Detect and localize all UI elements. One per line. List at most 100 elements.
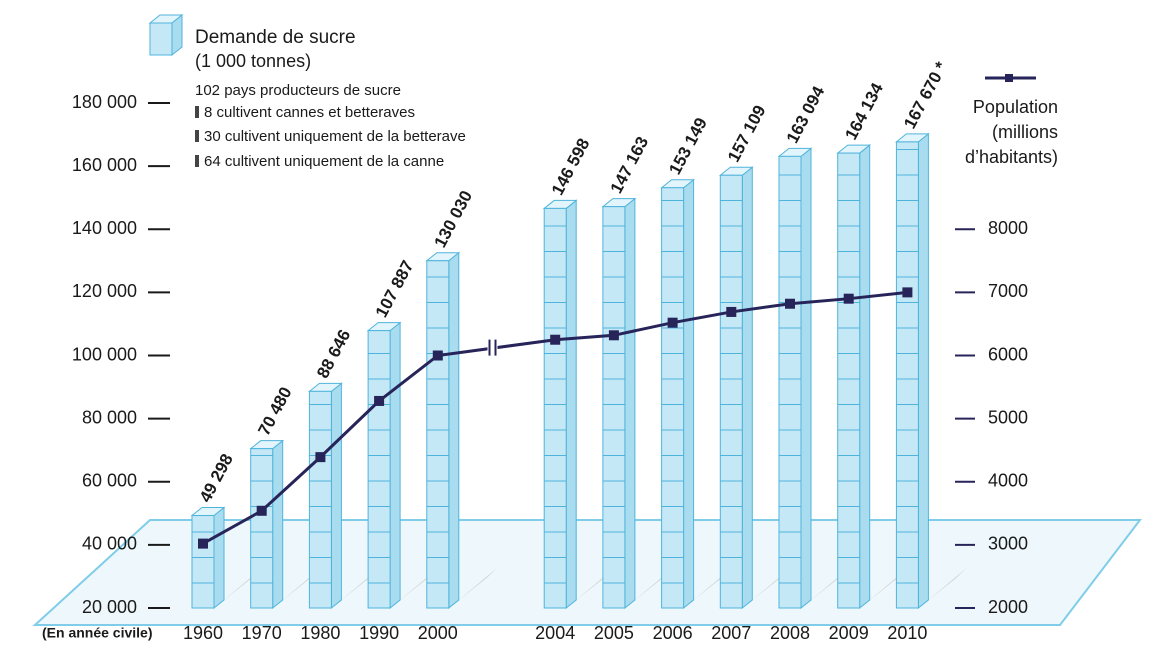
bar-side: [272, 439, 284, 610]
bar: [425, 251, 461, 610]
bar: [894, 132, 930, 610]
y2-tick-label: 8000: [988, 218, 1028, 238]
y2-tick-label: 5000: [988, 407, 1028, 427]
bar: [601, 197, 637, 610]
value-label: 157 109: [724, 102, 770, 165]
x-tick-label: 2000: [418, 623, 458, 643]
bar-front: [837, 152, 861, 609]
bar-front: [895, 141, 919, 609]
bar-side: [624, 197, 636, 610]
x-tick-label: 2009: [829, 623, 869, 643]
x-tick-label: 2008: [770, 623, 810, 643]
bar-front: [602, 206, 626, 609]
y-tick-label: 140 000: [72, 218, 137, 238]
note: 30 cultivent uniquement de la betterave: [204, 128, 466, 145]
bar-side: [917, 132, 929, 610]
y-tick-label: 180 000: [72, 92, 137, 112]
y2-tick-label: 2000: [988, 597, 1028, 617]
bar-front: [191, 515, 215, 609]
population-marker: [843, 293, 854, 304]
note: 8 cultivent cannes et betteraves: [204, 104, 415, 121]
x-tick-label: 2010: [887, 623, 927, 643]
bar-side: [389, 321, 401, 610]
value-label: 153 149: [665, 115, 711, 178]
bar-front: [308, 390, 332, 609]
y2-tick-label: 7000: [988, 281, 1028, 301]
value-label: 70 480: [254, 384, 295, 439]
value-label: 146 598: [548, 135, 594, 198]
bar-front: [661, 187, 685, 609]
population-marker: [315, 452, 326, 463]
bar-front: [250, 448, 274, 609]
bar-front: [719, 174, 743, 609]
y2-unit: (millions: [992, 122, 1058, 142]
value-label: 147 163: [607, 133, 653, 196]
bar: [542, 199, 578, 610]
x-tick-label: 2006: [653, 623, 693, 643]
y2-legend-label: Population: [973, 97, 1058, 117]
note: 102 pays producteurs de sucre: [195, 82, 401, 99]
population-marker: [432, 350, 443, 361]
bar: [307, 382, 343, 610]
bar-side: [448, 251, 460, 610]
bar: [718, 166, 754, 610]
x-tick-label: 2005: [594, 623, 634, 643]
population-line: [202, 290, 908, 545]
bar-front: [778, 155, 802, 609]
x-tick-label: 1970: [242, 623, 282, 643]
population-marker: [550, 334, 561, 345]
bullet: [195, 106, 199, 118]
value-label: 49 298: [196, 451, 237, 506]
y-tick-label: 80 000: [82, 407, 137, 427]
x-tick-label: 2007: [711, 623, 751, 643]
note: 64 cultivent uniquement de la canne: [204, 153, 444, 170]
population-marker: [726, 306, 737, 317]
legend-label: Demande de sucre: [195, 27, 356, 48]
y-tick-label: 160 000: [72, 155, 137, 175]
bullet: [195, 130, 199, 142]
y-tick-label: 120 000: [72, 281, 137, 301]
population-marker: [198, 538, 208, 549]
value-label: 88 646: [313, 326, 354, 381]
y2-tick-label: 3000: [988, 534, 1028, 554]
y-tick-label: 20 000: [82, 597, 137, 617]
x-tick-label: 1990: [359, 623, 399, 643]
value-label: 164 134: [841, 79, 887, 143]
bar: [249, 439, 285, 610]
bar: [836, 144, 872, 610]
bar-front: [426, 260, 450, 609]
y2-unit: d’habitants): [965, 147, 1058, 167]
x-tick-label: 1980: [300, 623, 340, 643]
bar-side: [330, 382, 342, 610]
bar-side: [800, 147, 812, 610]
bar-side: [859, 144, 871, 610]
bar-side: [213, 506, 225, 610]
y-tick-label: 40 000: [82, 534, 137, 554]
bar-side: [683, 178, 695, 610]
population-marker: [667, 317, 678, 328]
y2-tick-label: 4000: [988, 471, 1028, 491]
population-marker: [608, 330, 619, 341]
value-label: 130 030: [431, 188, 477, 251]
value-label: 167 670 *: [900, 58, 951, 132]
bar: [366, 321, 402, 610]
bar-side: [565, 199, 577, 610]
population-marker: [902, 287, 913, 298]
bars: [190, 132, 930, 610]
legend-unit: (1 000 tonnes): [195, 51, 311, 71]
x-tick-label: 1960: [183, 623, 223, 643]
x-tick-label: 2004: [535, 623, 575, 643]
bar: [777, 147, 813, 610]
population-marker: [256, 505, 267, 516]
bar-front: [367, 330, 391, 609]
bullet: [195, 155, 199, 167]
bar-front: [543, 207, 567, 609]
y-tick-label: 60 000: [82, 471, 137, 491]
legend-marker: [1005, 74, 1013, 82]
line-break: [487, 339, 498, 356]
bar: [660, 178, 696, 610]
population-marker: [374, 395, 385, 406]
x-axis-label: (En année civile): [42, 625, 152, 641]
legend-icon: [148, 13, 184, 57]
